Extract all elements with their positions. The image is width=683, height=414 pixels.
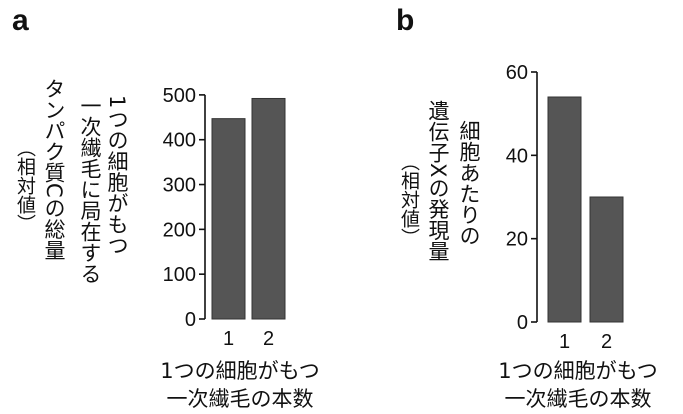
panel-a-ylabel-line-1: 1つの細胞がもつ: [105, 95, 129, 256]
panel-a-ylabel-line-3: タンパク質Cの総量: [42, 78, 66, 261]
panel-a-bar-2: [251, 97, 286, 320]
panel-a-y-tick-label-200: 200: [163, 219, 196, 241]
panel-a-y-tick-label-400: 400: [163, 130, 196, 152]
panel-a-y-tick-label-300: 300: [163, 175, 196, 197]
panel-a-x-tick-label-1: 1: [223, 328, 234, 350]
panel-b-x-tick-label-2: 2: [601, 331, 612, 353]
panel-b-bar-1: [547, 96, 582, 323]
panel-a-x-tick-label-2: 2: [263, 328, 274, 350]
panel-a-ylabel-line-2: 一次繊毛に局在する: [78, 95, 102, 284]
panel-a-xlabel-line-2: 一次繊毛の本数: [166, 387, 314, 411]
panel-b-ylabel-line-1: 細胞あたりの: [457, 120, 481, 246]
panel-a-letter: a: [12, 4, 29, 37]
panel-a-y-tick-label-500: 500: [163, 85, 196, 107]
panel-b-y-tick-label-0: 0: [517, 312, 528, 334]
panel-a-y-tick-label-100: 100: [163, 264, 196, 286]
panel-b-xlabel-line-2: 一次繊毛の本数: [504, 387, 652, 411]
panel-a-xlabel-line-1: 1つの細胞がもつ: [160, 359, 320, 383]
panel-b-letter: b: [396, 4, 415, 37]
panel-b-x-tick-label-1: 1: [559, 331, 570, 353]
panel-b-bar-2: [589, 196, 624, 323]
panel-b-xlabel-line-1: 1つの細胞がもつ: [498, 359, 658, 383]
panel-b-ylabel-line-3: （相対値）: [398, 152, 420, 247]
panel-b-y-tick-label-60: 60: [506, 62, 528, 84]
panel-b-y-tick-label-40: 40: [506, 145, 528, 167]
panel-b-ylabel-line-2: 遺伝子Xの発現量: [426, 100, 450, 262]
panel-a-y-tick-label-0: 0: [185, 309, 196, 331]
panel-b-y-tick-label-20: 20: [506, 229, 528, 251]
panel-a-ylabel-line-4: （相対値）: [14, 138, 36, 233]
panel-a-bar-1: [211, 118, 246, 320]
